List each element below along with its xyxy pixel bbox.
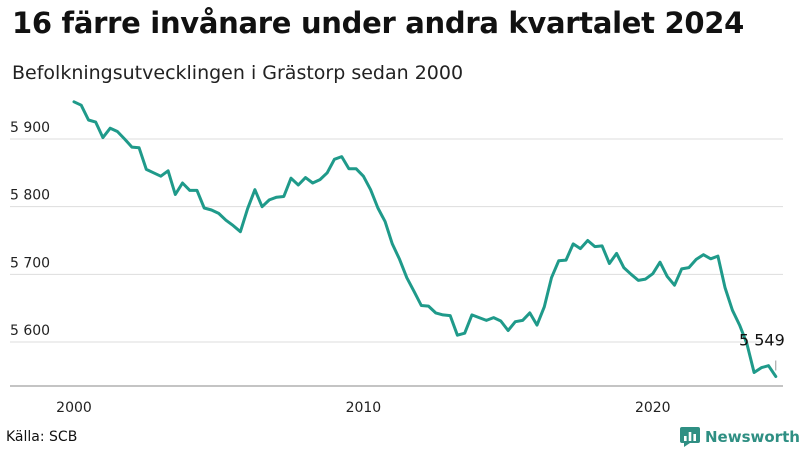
end-value-label: 5 549 (739, 331, 785, 350)
bar-chart-logo-icon (680, 427, 700, 447)
chart-subtitle: Befolkningsutvecklingen i Grästorp sedan… (12, 62, 464, 84)
x-tick-label: 2000 (56, 400, 92, 416)
brand-name: Newsworthy (705, 428, 800, 446)
y-tick-label: 5 700 (10, 255, 50, 271)
y-tick-label: 5 600 (10, 323, 50, 339)
source-note: Källa: SCB (6, 429, 78, 445)
x-tick-label: 2010 (346, 400, 382, 416)
chart-title: 16 färre invånare under andra kvartalet … (12, 6, 744, 40)
brand-logo: Newsworthy (680, 427, 800, 447)
population-line (72, 100, 778, 378)
y-tick-label: 5 900 (10, 120, 50, 136)
x-tick-label: 2020 (635, 400, 671, 416)
y-tick-label: 5 800 (10, 188, 50, 204)
